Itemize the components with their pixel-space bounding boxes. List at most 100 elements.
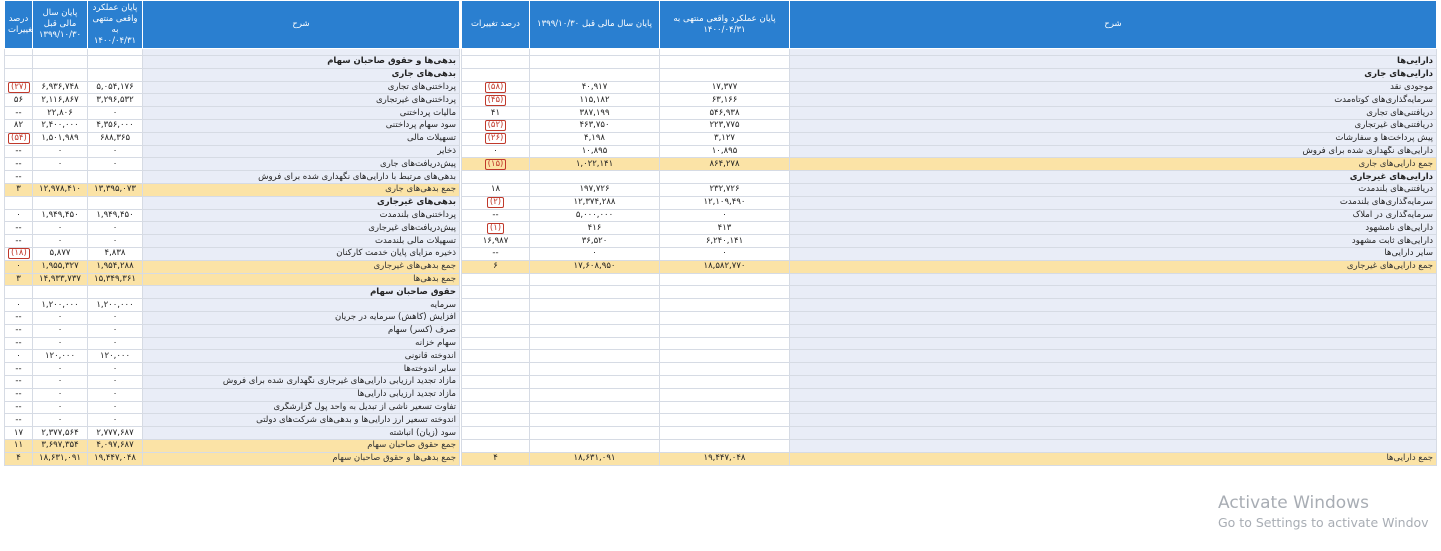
assets-row <box>461 438 1437 453</box>
assets-cell-previous: ۴۱۶ <box>529 221 660 236</box>
assets-cell-label: دارایی‌های نامشهود <box>789 221 1437 236</box>
liabilities-cell-change: -- <box>4 323 33 338</box>
assets-header-label: شرح <box>789 0 1437 49</box>
assets-cell-change <box>461 387 530 402</box>
liabilities-cell-previous <box>32 170 88 184</box>
liabilities-cell-current <box>87 55 143 69</box>
liabilities-cell-change <box>4 55 33 69</box>
assets-cell-previous <box>529 362 660 376</box>
assets-spacer-cell <box>789 48 1437 56</box>
assets-cell-previous: ۱۸,۶۳۱,۰۹۱ <box>529 451 660 466</box>
assets-cell-change <box>461 336 530 351</box>
assets-cell-current: ۸۶۴,۲۷۸ <box>659 157 790 172</box>
assets-cell-current <box>659 55 790 69</box>
liabilities-cell-label: اندوخته تسعیر ارز دارایی‌ها و بدهی‌های ش… <box>142 413 460 428</box>
liabilities-row: -- بدهی‌های مرتبط با دارایی‌های نگهداری ش… <box>4 170 460 184</box>
assets-negative-change: (۴۵) <box>484 94 507 106</box>
liabilities-cell-change <box>4 67 33 82</box>
assets-section-row: دارایی‌ها <box>461 55 1437 69</box>
assets-cell-change: ۱۸ <box>461 182 530 197</box>
liabilities-cell-change: ۳ <box>4 272 33 287</box>
liabilities-row: -- ۰ ۰ اندوخته تسعیر ارز دارایی‌ها و بدهی‌ه… <box>4 413 460 428</box>
liabilities-cell-label: پرداختنی‌های بلندمدت <box>142 208 460 223</box>
liabilities-spacer-cell <box>32 48 88 56</box>
liabilities-row: (۱۸) ۵,۸۷۷ ۴,۸۳۸ ذخیره مزایای پایان خدمت کا… <box>4 246 460 261</box>
liabilities-row: -- ۰ ۰ سهام خزانه <box>4 336 460 351</box>
assets-cell-current <box>659 272 790 287</box>
assets-cell-label: جمع دارایی‌های غیرجاری <box>789 259 1437 274</box>
assets-cell-previous <box>529 67 660 82</box>
assets-cell-current <box>659 387 790 402</box>
assets-row: -- ۵,۰۰۰,۰۰۰ ۰ سرمایه‌گذاری در املاک <box>461 208 1437 223</box>
assets-cell-previous: ۱۱۵,۱۸۲ <box>529 93 660 108</box>
liabilities-row: -- ۰ ۰ سایر اندوخته‌ها <box>4 362 460 376</box>
liabilities-cell-change: -- <box>4 413 33 428</box>
liabilities-cell-previous: ۰ <box>32 362 88 376</box>
assets-cell-previous <box>529 310 660 325</box>
assets-cell-current <box>659 362 790 376</box>
liabilities-cell-current: ۰ <box>87 106 143 120</box>
assets-cell-previous <box>529 426 660 440</box>
assets-cell-previous: ۰ <box>529 246 660 261</box>
liabilities-cell-previous: ۰ <box>32 144 88 159</box>
liabilities-cell-change: (۱۸) <box>4 246 33 261</box>
liabilities-row: ۰ ۱۲۰,۰۰۰ ۱۲۰,۰۰۰ اندوخته قانونی <box>4 349 460 364</box>
liabilities-cell-previous: ۰ <box>32 157 88 172</box>
liabilities-cell-change: ۰ <box>4 349 33 364</box>
liabilities-row: ۸۲ ۲,۴۰۰,۰۰۰ ۴,۳۵۶,۰۰۰ سود سهام پرداختنی <box>4 118 460 133</box>
liabilities-cell-previous: ۲,۳۷۷,۵۶۴ <box>32 426 88 440</box>
assets-spacer-cell <box>659 48 790 56</box>
assets-cell-change: (۲) <box>461 195 530 210</box>
liabilities-row: ۰ ۱,۹۴۹,۴۵۰ ۱,۹۴۹,۴۵۰ پرداختنی‌های بلندمدت <box>4 208 460 223</box>
assets-cell-change: -- <box>461 208 530 223</box>
assets-cell-change <box>461 170 530 184</box>
liabilities-cell-current: ۱۳,۳۹۵,۰۷۳ <box>87 182 143 197</box>
liabilities-cell-previous: ۰ <box>32 387 88 402</box>
assets-table: درصد تغییرات پایان سال مالی قبل ۱۳۹۹/۱۰/… <box>461 0 1437 466</box>
liabilities-total-row: ۱۱ ۳,۶۹۷,۳۵۴ ۴,۰۹۷,۶۸۷ جمع حقوق صاحبان سهام <box>4 438 460 453</box>
assets-section-row: دارایی‌های جاری <box>461 67 1437 82</box>
assets-cell-change <box>461 272 530 287</box>
liabilities-cell-change: -- <box>4 310 33 325</box>
liabilities-cell-change: -- <box>4 170 33 184</box>
assets-header-previous: پایان سال مالی قبل ۱۳۹۹/۱۰/۳۰ <box>529 0 660 49</box>
assets-cell-change <box>461 310 530 325</box>
liabilities-cell-previous: ۰ <box>32 234 88 248</box>
assets-cell-previous: ۱۷,۶۰۸,۹۵۰ <box>529 259 660 274</box>
assets-cell-label <box>789 438 1437 453</box>
assets-cell-previous: ۳۸۷,۱۹۹ <box>529 106 660 120</box>
assets-cell-current <box>659 170 790 184</box>
liabilities-cell-current: ۴,۰۹۷,۶۸۷ <box>87 438 143 453</box>
liabilities-cell-current: ۰ <box>87 234 143 248</box>
assets-spacer-cell <box>461 48 530 56</box>
assets-cell-label: پیش پرداخت‌ها و سفارشات <box>789 131 1437 146</box>
assets-cell-previous <box>529 387 660 402</box>
liabilities-cell-previous: ۱۲۰,۰۰۰ <box>32 349 88 364</box>
liabilities-cell-change: -- <box>4 157 33 172</box>
assets-cell-current: ۱۹,۴۴۷,۰۴۸ <box>659 451 790 466</box>
assets-cell-label: دارایی‌های ثابت مشهود <box>789 234 1437 248</box>
assets-cell-change: (۵۲) <box>461 118 530 133</box>
liabilities-cell-label: جمع بدهی‌های غیرجاری <box>142 259 460 274</box>
assets-spacer-cell <box>529 48 660 56</box>
assets-row: ۰ ۱۰,۸۹۵ ۱۰,۸۹۵ دارایی‌های نگهداری شده برای… <box>461 144 1437 159</box>
liabilities-cell-label: جمع بدهی‌ها <box>142 272 460 287</box>
liabilities-cell-label: ذخایر <box>142 144 460 159</box>
liabilities-negative-change: (۱۸) <box>8 248 30 260</box>
assets-cell-change: (۱۵) <box>461 157 530 172</box>
liabilities-equity-table: درصد تغییرات پایان سال مالی قبل ۱۳۹۹/۱۰/… <box>4 0 460 466</box>
assets-cell-change: -- <box>461 246 530 261</box>
assets-cell-current <box>659 413 790 428</box>
liabilities-cell-previous: ۱۸,۶۳۱,۰۹۱ <box>32 451 88 466</box>
assets-cell-current <box>659 336 790 351</box>
assets-row: (۲۶) ۴,۱۹۸ ۳,۱۲۷ پیش پرداخت‌ها و سفارشات <box>461 131 1437 146</box>
assets-cell-previous <box>529 55 660 69</box>
liabilities-cell-change: -- <box>4 387 33 402</box>
assets-row <box>461 400 1437 415</box>
assets-cell-label: جمع دارایی‌های جاری <box>789 157 1437 172</box>
liabilities-cell-change: ۸۲ <box>4 118 33 133</box>
assets-cell-change <box>461 67 530 82</box>
liabilities-cell-change: -- <box>4 106 33 120</box>
assets-cell-change <box>461 349 530 364</box>
liabilities-spacer-cell <box>87 48 143 56</box>
